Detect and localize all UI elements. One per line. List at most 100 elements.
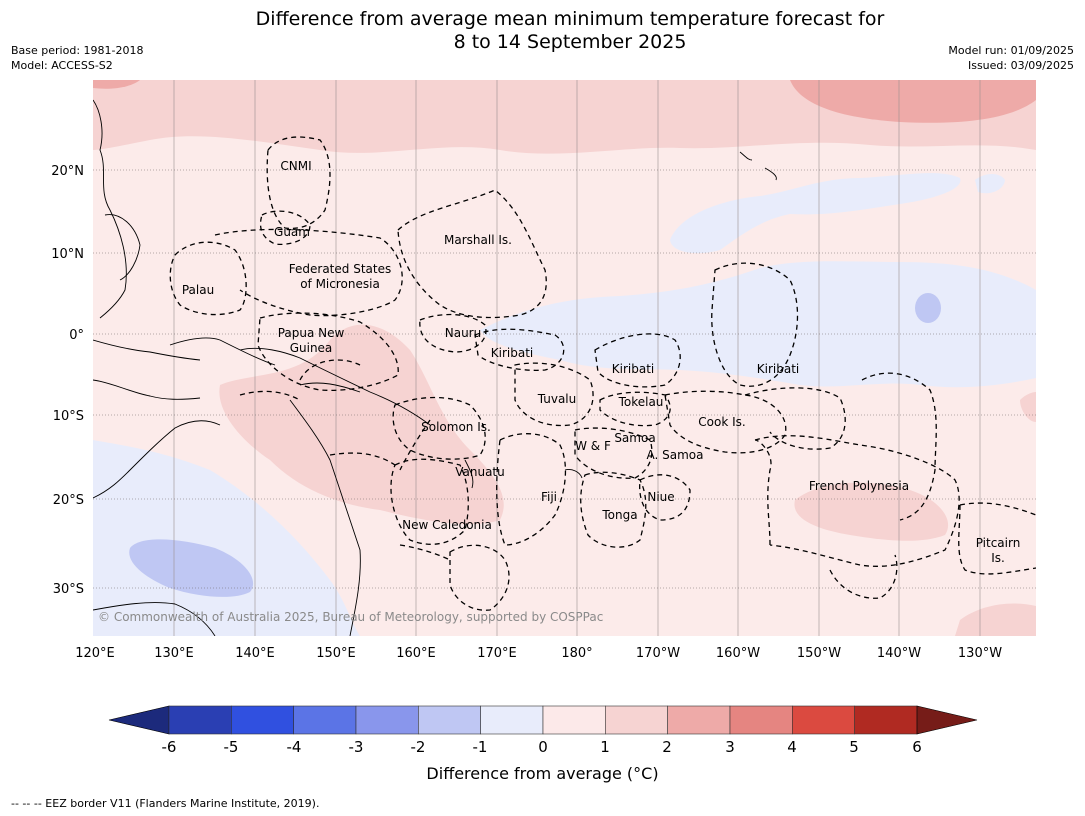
lon-label-160e: 160°E [396,646,436,661]
colorbar-extend-low [108,705,170,735]
anomaly-1-2-southeast [955,603,1036,636]
label-png-1: Papua New [278,326,345,340]
label-french-polynesia: French Polynesia [809,479,909,493]
lon-label-140w: 140°W [877,646,921,661]
lat-label-0: 0° [69,328,84,343]
anomaly-minus1-0-small [975,174,1005,194]
lon-label-130w: 130°W [958,646,1002,661]
label-fiji: Fiji [541,490,557,504]
label-png-2: Guinea [290,341,333,355]
anomaly-1-2-french-polynesia [794,482,949,541]
colorbar-cell [792,705,855,735]
colorbar-cell [729,705,793,735]
anomaly-minus2-minus1-spot [915,293,941,323]
colorbar-tick-labels: -6 -5 -4 -3 -2 -1 0 1 2 3 4 5 6 [162,738,922,756]
model-run: Model run: 01/09/2025 [948,44,1074,57]
label-tonga: Tonga [601,508,637,522]
model-name: Model: ACCESS-S2 [11,59,113,72]
label-pitcairn-2: Is. [991,551,1005,565]
meta-left: Base period: 1981-2018 Model: ACCESS-S2 [11,43,143,73]
cb-tick: 5 [849,738,859,756]
latitude-lines [93,169,1036,589]
lon-label-150w: 150°W [797,646,841,661]
anomaly-1-2-east-edge [1020,392,1036,422]
label-cook: Cook Is. [698,415,745,429]
meta-right: Model run: 01/09/2025 Issued: 03/09/2025 [948,43,1074,73]
eez-borders [169,136,1036,611]
cb-tick: -2 [411,738,426,756]
anomaly-minus1-0-north-east [670,173,961,254]
label-marshall: Marshall Is. [444,233,512,247]
colorbar-cell [293,705,357,735]
anomaly-1-2-png [219,324,504,525]
label-samoa: Samoa [614,431,655,445]
label-cnmi: CNMI [280,159,311,173]
lat-tick-labels: 20°N 10°N 0° 10°S 20°S 30°S [51,164,84,597]
colorbar-label: Difference from average (°C) [426,764,659,783]
lat-label-10n: 10°N [51,247,84,262]
region-labels: CNMI Guam Marshall Is. Federated States … [182,159,1020,565]
cb-tick: 2 [662,738,672,756]
graticule [173,80,981,636]
lat-label-30s: 30°S [53,582,84,597]
label-nauru: Nauru [445,326,481,340]
anomaly-1-2-north [93,80,1036,154]
lon-label-170e: 170°E [477,646,517,661]
cb-tick: -3 [349,738,364,756]
map-figure: CNMI Guam Marshall Is. Federated States … [51,80,1036,661]
label-palau: Palau [182,283,214,297]
lat-label-20s: 20°S [53,493,84,508]
label-niue: Niue [647,490,674,504]
label-tuvalu: Tuvalu [537,392,577,406]
colorbar-cell [667,705,731,735]
map-area: CNMI Guam Marshall Is. Federated States … [93,80,1036,636]
cb-tick: -4 [287,738,302,756]
cb-tick: 3 [725,738,735,756]
copyright-text: © Commonwealth of Australia 2025, Bureau… [98,610,603,624]
cb-tick: -1 [473,738,488,756]
lon-label-130e: 130°E [154,646,194,661]
anomaly-2-3-north [790,80,1036,123]
anomaly-minus1-0-southwest [93,440,360,636]
label-guam: Guam [274,225,310,239]
label-fsm-1: Federated States [289,262,391,276]
lon-tick-labels: 120°E 130°E 140°E 150°E 160°E 170°E 180°… [75,646,1002,661]
lat-label-10s: 10°S [53,409,84,424]
coastlines [93,99,777,636]
cb-tick: 4 [787,738,797,756]
colorbar-cell [542,705,606,735]
label-fsm-2: of Micronesia [300,277,380,291]
colorbar-cell [605,705,668,735]
lon-label-140e: 140°E [235,646,275,661]
colorbar-cells [108,705,978,735]
colorbar-cell [854,705,918,735]
label-vanuatu: Vanuatu [455,465,505,479]
cb-tick: 6 [912,738,922,756]
colorbar: -6 -5 -4 -3 -2 -1 0 1 2 3 4 5 6 [108,705,978,756]
lon-label-150e: 150°E [316,646,356,661]
colorbar-extend-high [916,705,978,735]
label-tokelau: Tokelau [618,395,664,409]
anomaly-minus2-minus1-southwest [129,539,254,597]
colorbar-cell [231,705,294,735]
cb-tick: -6 [162,738,177,756]
issued-date: Issued: 03/09/2025 [967,59,1074,72]
label-kiribati-west: Kiribati [491,346,533,360]
colorbar-cell [418,705,481,735]
lat-label-20n: 20°N [51,164,84,179]
lon-label-160w: 160°W [716,646,760,661]
eez-footnote: -- -- -- EEZ border V11 (Flanders Marine… [11,797,320,810]
cb-tick: 0 [538,738,548,756]
cb-tick: 1 [600,738,610,756]
chart-title: Difference from average mean minimum tem… [0,8,1085,54]
lon-label-170w: 170°W [636,646,680,661]
lon-label-180: 180° [561,646,592,661]
label-wallis-futuna: W & F [575,439,611,453]
label-pitcairn-1: Pitcairn [976,536,1021,550]
lon-label-120e: 120°E [75,646,115,661]
label-kiribati-central: Kiribati [612,362,654,376]
cb-tick: -5 [224,738,239,756]
label-american-samoa: A. Samoa [647,448,704,462]
colorbar-cell [480,705,544,735]
label-kiribati-east: Kiribati [757,362,799,376]
